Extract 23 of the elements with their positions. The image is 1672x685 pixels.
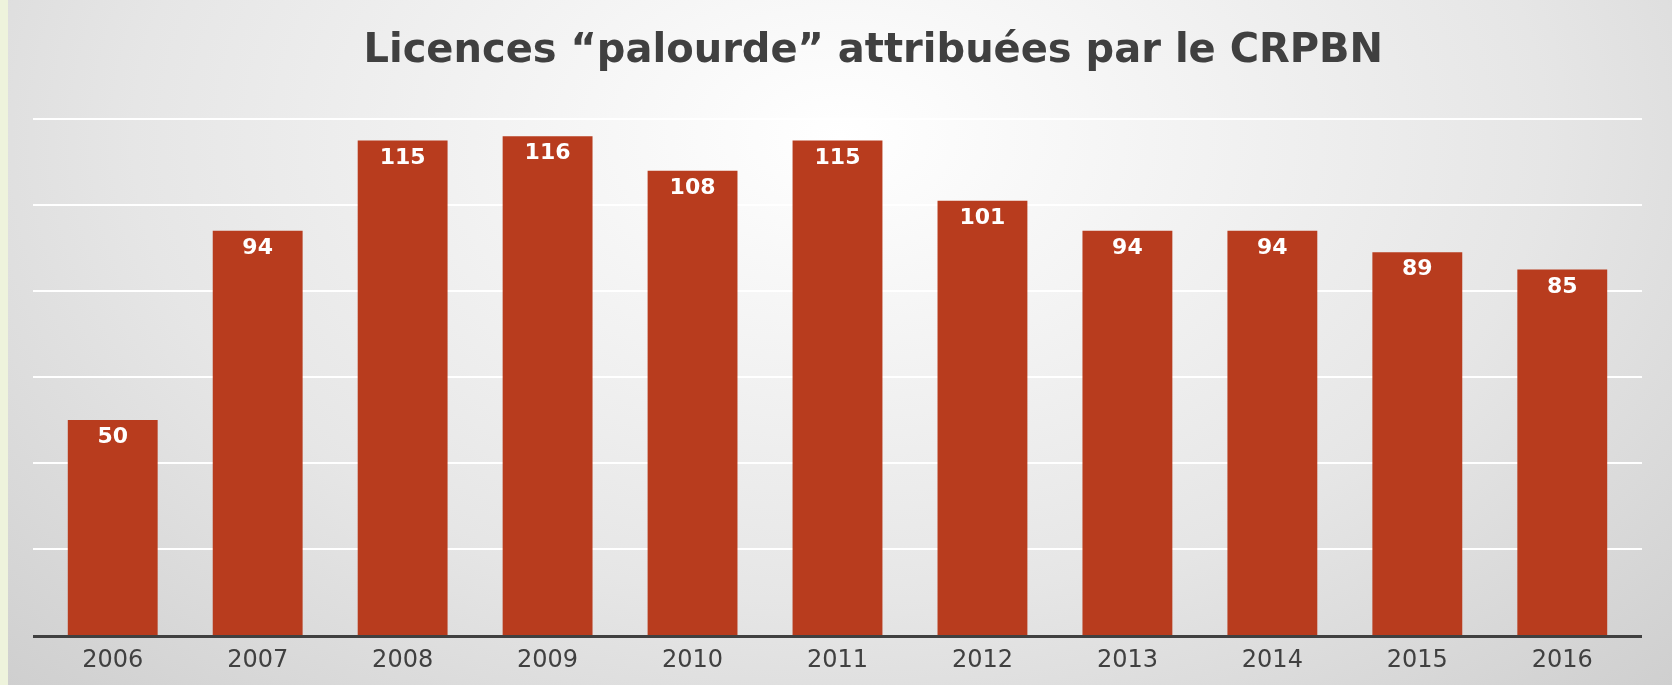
x-tick-label: 2007 [227, 644, 289, 673]
data-label: 116 [524, 139, 571, 165]
x-tick-label: 2015 [1386, 644, 1448, 673]
x-tick-label: 2006 [82, 644, 144, 673]
x-tick-label: 2013 [1096, 644, 1158, 673]
data-label: 94 [1112, 233, 1143, 259]
x-tick-label: 2009 [517, 644, 579, 673]
data-label: 108 [669, 173, 716, 199]
x-tick-label: 2014 [1241, 644, 1303, 673]
data-label: 85 [1546, 272, 1578, 298]
x-tick-label: 2012 [951, 644, 1013, 673]
data-label: 94 [242, 233, 273, 259]
x-tick-label: 2016 [1531, 644, 1593, 673]
chart-title: Licences “palourde” attribuées par le CRPBN [363, 25, 1384, 72]
x-tick-label: 2010 [662, 644, 724, 673]
data-label: 101 [959, 203, 1006, 229]
data-label: 50 [97, 423, 129, 449]
x-tick-label: 2008 [372, 644, 434, 673]
x-tick-label: 2011 [806, 644, 869, 673]
data-label: 115 [379, 143, 426, 169]
data-label: 115 [814, 143, 861, 169]
data-label: 94 [1257, 233, 1288, 259]
data-label: 89 [1402, 255, 1433, 281]
